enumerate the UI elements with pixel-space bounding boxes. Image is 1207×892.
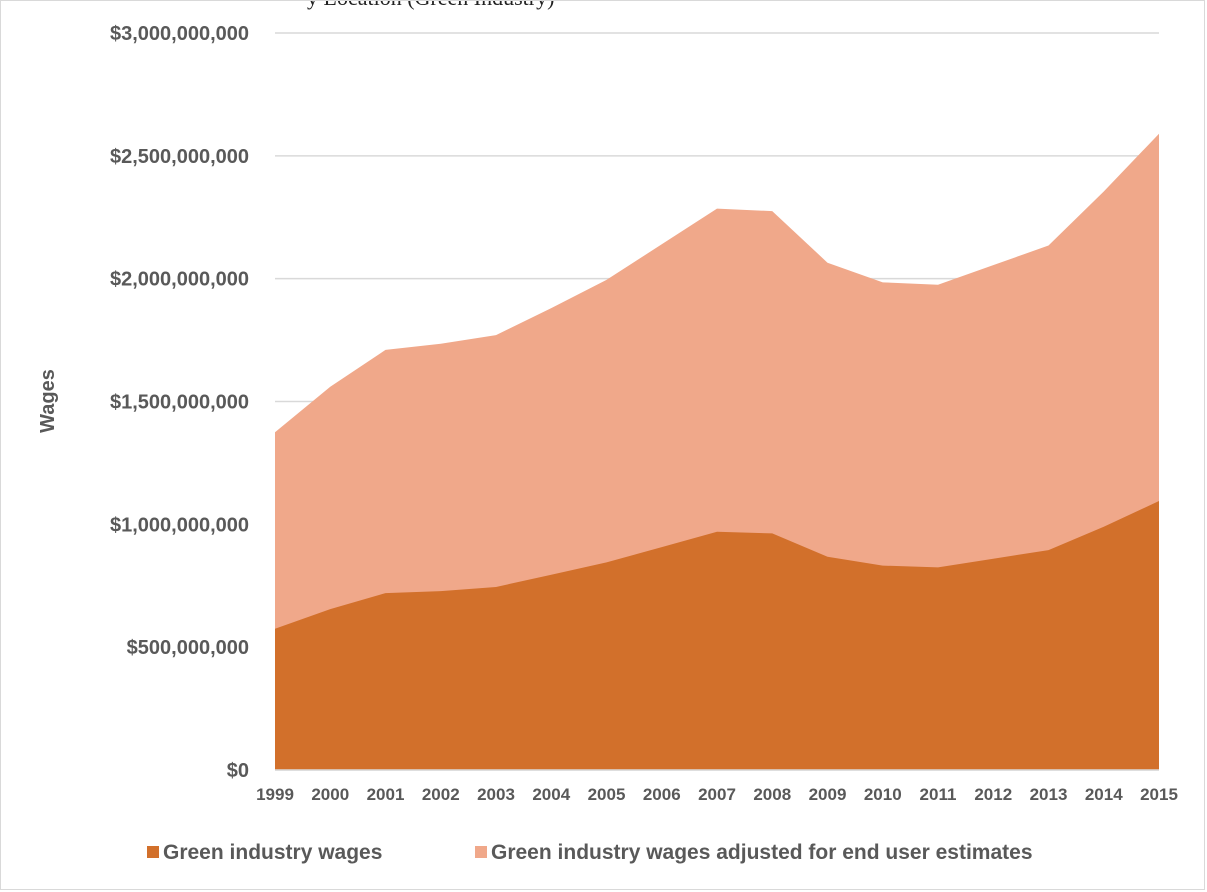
legend-swatch (147, 846, 159, 858)
y-tick-label: $1,000,000,000 (110, 514, 249, 536)
x-tick-label: 2015 (1140, 785, 1178, 804)
x-tick-label: 2002 (422, 785, 460, 804)
x-axis-ticks: 1999 2000 2001 2002 2003 2004 2005 2006 2007 2008… (256, 785, 1178, 804)
legend-label: Green industry wages (163, 841, 382, 864)
x-tick-label: 2011 (920, 785, 957, 804)
x-tick-label: 1999 (256, 785, 294, 804)
x-tick-label: 2004 (532, 785, 570, 804)
y-tick-label: $2,500,000,000 (110, 146, 249, 168)
y-axis-ticks: $0 $500,000,000 $1,000,000,000 $1,500,000,0… (110, 23, 249, 782)
area-green-industry-wages (275, 500, 1159, 770)
y-axis-title: Wages (37, 369, 59, 433)
x-tick-label: 2014 (1085, 785, 1123, 804)
x-tick-label: 2005 (588, 785, 626, 804)
y-tick-label: $2,000,000,000 (110, 269, 249, 291)
y-tick-label: $1,500,000,000 (110, 392, 249, 414)
x-tick-label: 2007 (698, 785, 736, 804)
legend-swatch (475, 846, 487, 858)
x-tick-label: 2009 (809, 785, 847, 804)
x-tick-label: 2006 (643, 785, 681, 804)
x-tick-label: 2008 (753, 785, 791, 804)
legend: Green industry wages Green industry wages… (147, 841, 1033, 864)
x-tick-label: 2001 (367, 785, 405, 804)
area-series (275, 133, 1159, 771)
y-tick-label: $500,000,000 (127, 637, 249, 659)
x-tick-label: 2010 (864, 785, 902, 804)
y-tick-label: $0 (227, 760, 249, 782)
x-tick-label: 2013 (1030, 785, 1068, 804)
x-tick-label: 2012 (974, 785, 1012, 804)
y-tick-label: $3,000,000,000 (110, 23, 249, 45)
x-tick-label: 2000 (311, 785, 349, 804)
x-tick-label: 2003 (477, 785, 515, 804)
chart-title-fragment: y Location (Green Industry) (307, 1, 554, 10)
legend-label: Green industry wages adjusted for end us… (491, 841, 1033, 864)
